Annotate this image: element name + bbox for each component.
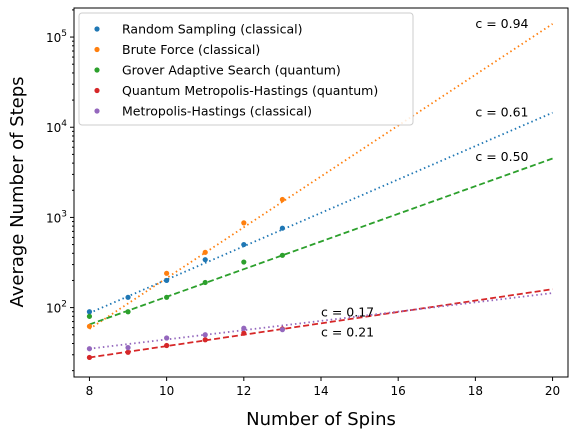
legend-box [78, 12, 414, 126]
legend-marker [94, 26, 100, 32]
data-point-4 [125, 345, 131, 351]
data-point-0 [125, 294, 131, 300]
data-point-1 [202, 249, 208, 255]
legend-label: Quantum Metropolis-Hastings (quantum) [122, 83, 378, 98]
data-point-1 [241, 220, 247, 226]
legend-label: Grover Adaptive Search (quantum) [122, 63, 341, 78]
x-tick-label: 8 [86, 384, 94, 398]
legend-items: Random Sampling (classical) Brute Force (… [94, 22, 378, 119]
y-tick-exponent: 5 [61, 29, 67, 39]
data-point-4 [202, 332, 208, 338]
y-tick-exponent: 4 [61, 119, 67, 129]
slope-annotation: c = 0.21 [321, 324, 374, 339]
x-axis-ticks: 8 10 12 14 16 18 20 [86, 377, 560, 398]
y-tick-exponent: 2 [61, 300, 67, 310]
slope-annotation: c = 0.94 [475, 16, 528, 31]
y-tick-label: 104 [46, 119, 67, 135]
data-point-4 [86, 346, 93, 352]
x-tick-label: 10 [159, 384, 174, 398]
y-axis-title: Average Number of Steps [7, 76, 28, 307]
legend-marker [94, 46, 100, 53]
data-point-4 [241, 325, 247, 331]
fit-line-4 [89, 292, 553, 350]
fit-line-0 [89, 111, 553, 314]
y-tick-base: 10 [46, 121, 61, 135]
data-point-2 [279, 252, 286, 258]
data-point-3 [86, 354, 93, 361]
x-tick-label: 14 [313, 384, 328, 398]
data-point-3 [125, 349, 131, 355]
legend-marker [94, 87, 100, 94]
y-tick-label: 102 [46, 300, 67, 316]
slope-annotation: c = 0.50 [475, 149, 528, 164]
x-tick-label: 12 [236, 384, 251, 398]
data-points [86, 196, 286, 361]
data-point-0 [241, 241, 247, 248]
y-tick-base: 10 [46, 302, 61, 316]
x-tick-label: 16 [391, 384, 406, 398]
data-point-4 [164, 335, 170, 341]
legend-label: Metropolis-Hastings (classical) [122, 104, 312, 119]
data-point-2 [241, 259, 247, 265]
fit-line-3 [89, 288, 553, 359]
data-point-3 [241, 330, 247, 336]
legend-marker [94, 67, 100, 73]
data-point-2 [164, 294, 170, 300]
x-tick-label: 18 [468, 384, 483, 398]
data-point-2 [125, 309, 131, 315]
data-point-0 [279, 225, 286, 231]
data-point-2 [86, 313, 93, 319]
legend-label: Brute Force (classical) [122, 42, 260, 57]
data-point-0 [86, 309, 93, 315]
y-tick-base: 10 [46, 211, 61, 225]
legend-label: Random Sampling (classical) [122, 22, 302, 37]
x-tick-label: 20 [545, 384, 560, 398]
legend-marker [94, 108, 100, 114]
data-point-3 [202, 337, 208, 343]
data-point-4 [279, 327, 286, 333]
slope-annotations: c = 0.94 c = 0.61 c = 0.50 c = 0.17 c = 0.21 [321, 16, 529, 340]
slope-annotation: c = 0.17 [321, 305, 374, 320]
y-tick-exponent: 3 [61, 209, 67, 219]
data-point-1 [279, 196, 286, 203]
data-point-3 [164, 342, 170, 349]
data-point-0 [202, 257, 208, 263]
data-point-2 [202, 279, 208, 286]
y-tick-label: 105 [46, 29, 67, 45]
x-axis-title: Number of Spins [246, 409, 396, 430]
legend: Random Sampling (classical) Brute Force (… [78, 12, 414, 126]
data-point-1 [86, 323, 93, 329]
y-tick-label: 103 [46, 209, 67, 225]
data-point-0 [164, 277, 170, 284]
slope-annotation: c = 0.61 [475, 105, 528, 120]
y-tick-base: 10 [46, 31, 61, 45]
data-point-1 [164, 270, 170, 276]
